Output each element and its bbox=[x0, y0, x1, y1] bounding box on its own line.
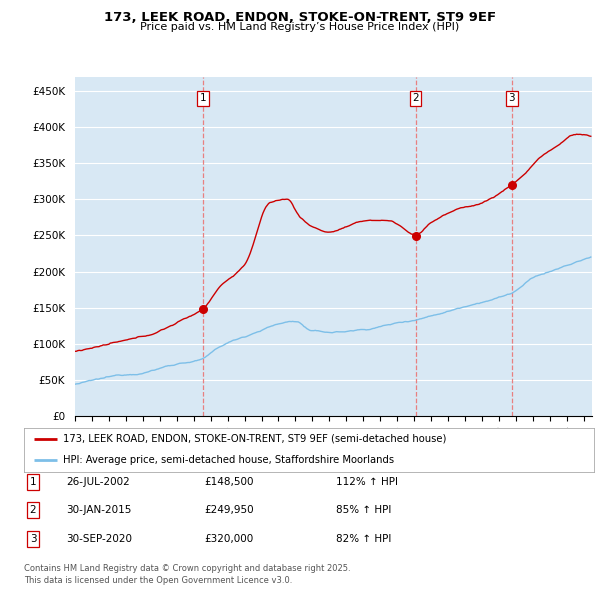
Text: £148,500: £148,500 bbox=[204, 477, 254, 487]
Text: 2: 2 bbox=[412, 93, 419, 103]
Text: £320,000: £320,000 bbox=[204, 534, 253, 543]
Text: 1: 1 bbox=[200, 93, 206, 103]
Text: £249,950: £249,950 bbox=[204, 506, 254, 515]
Text: 26-JUL-2002: 26-JUL-2002 bbox=[66, 477, 130, 487]
Text: 85% ↑ HPI: 85% ↑ HPI bbox=[336, 506, 391, 515]
Text: 82% ↑ HPI: 82% ↑ HPI bbox=[336, 534, 391, 543]
Text: 3: 3 bbox=[29, 534, 37, 543]
Text: HPI: Average price, semi-detached house, Staffordshire Moorlands: HPI: Average price, semi-detached house,… bbox=[63, 455, 394, 464]
Text: 112% ↑ HPI: 112% ↑ HPI bbox=[336, 477, 398, 487]
Text: 173, LEEK ROAD, ENDON, STOKE-ON-TRENT, ST9 9EF: 173, LEEK ROAD, ENDON, STOKE-ON-TRENT, S… bbox=[104, 11, 496, 24]
Text: 3: 3 bbox=[508, 93, 515, 103]
Text: 2: 2 bbox=[29, 506, 37, 515]
Text: 30-JAN-2015: 30-JAN-2015 bbox=[66, 506, 131, 515]
Text: 173, LEEK ROAD, ENDON, STOKE-ON-TRENT, ST9 9EF (semi-detached house): 173, LEEK ROAD, ENDON, STOKE-ON-TRENT, S… bbox=[63, 434, 446, 444]
Text: Price paid vs. HM Land Registry’s House Price Index (HPI): Price paid vs. HM Land Registry’s House … bbox=[140, 22, 460, 32]
Text: 30-SEP-2020: 30-SEP-2020 bbox=[66, 534, 132, 543]
Text: Contains HM Land Registry data © Crown copyright and database right 2025.
This d: Contains HM Land Registry data © Crown c… bbox=[24, 565, 350, 585]
Text: 1: 1 bbox=[29, 477, 37, 487]
